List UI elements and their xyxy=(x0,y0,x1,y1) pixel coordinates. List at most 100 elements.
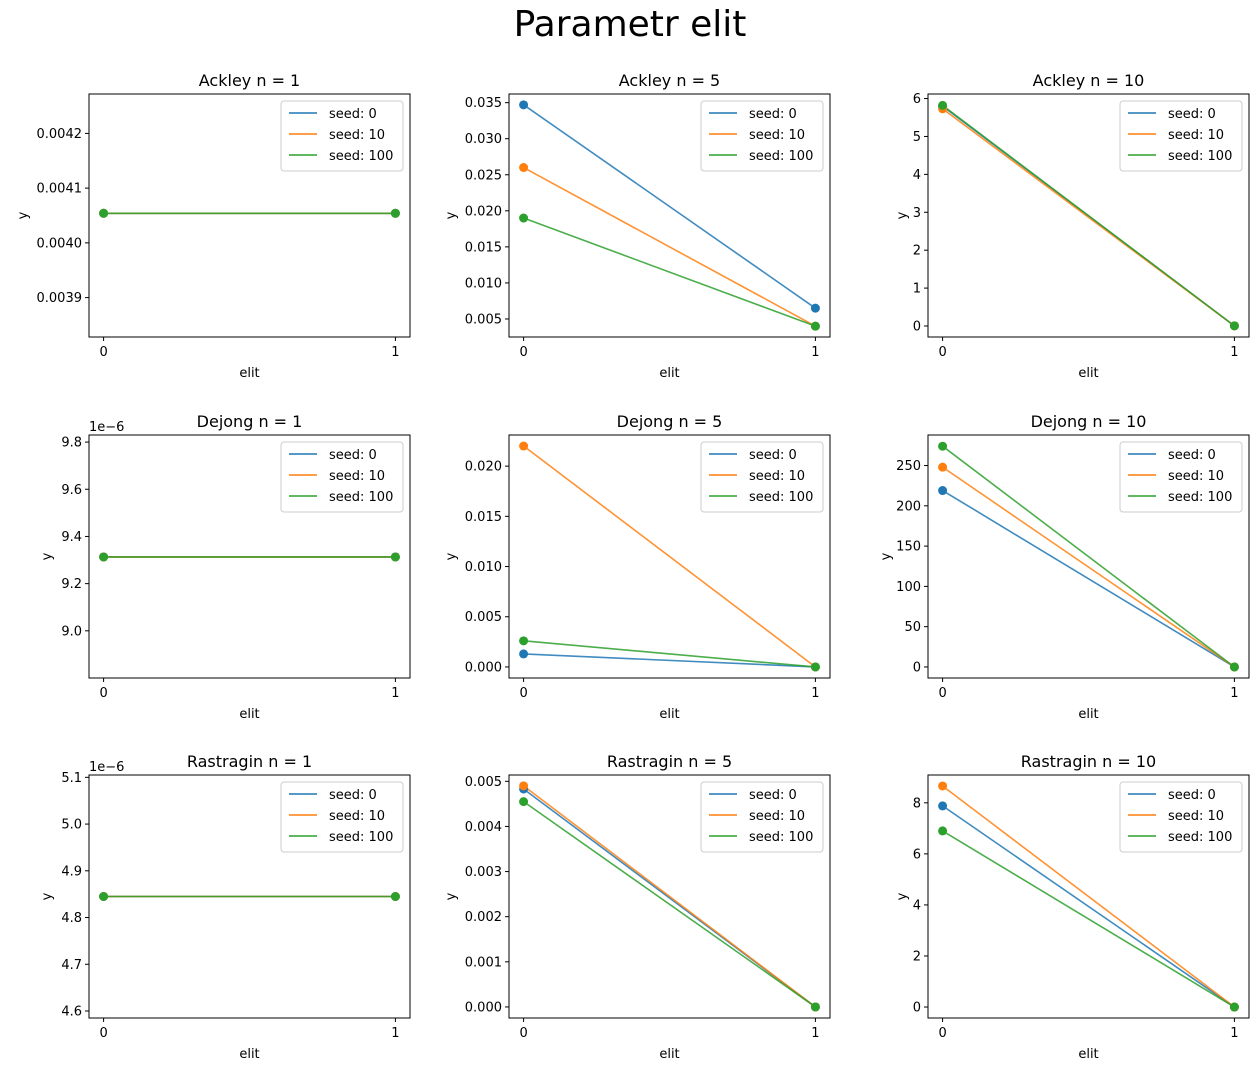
legend: seed: 0 seed: 10 seed: 100 xyxy=(1119,441,1243,513)
data-point xyxy=(810,662,820,672)
x-tick-label: 0 xyxy=(99,686,107,701)
legend-label: seed: 0 xyxy=(329,448,377,463)
legend-label: seed: 0 xyxy=(329,788,377,803)
series-line xyxy=(523,640,816,668)
y-tick-label: 9.6 xyxy=(61,483,82,498)
y-axis-label: y xyxy=(16,211,31,219)
subplot-title: Dejong n = 5 xyxy=(617,412,723,431)
legend-frame xyxy=(1119,781,1243,853)
legend-label: seed: 10 xyxy=(749,128,805,143)
x-tick-label: 1 xyxy=(1230,345,1238,360)
subplot-5: Dejong n = 5 0 1 0.000 0.005 0.010 0.015 0.020 e… xyxy=(444,412,831,722)
y-tick-label: 5.1 xyxy=(61,771,82,786)
y-tick-label: 0.002 xyxy=(465,910,502,925)
legend-label: seed: 100 xyxy=(329,830,393,845)
legend-frame xyxy=(700,100,824,172)
y-tick-label: 0.010 xyxy=(465,560,502,575)
y-tick-label: 5 xyxy=(913,130,921,145)
data-point xyxy=(938,486,948,496)
y-tick-label: 0.020 xyxy=(465,204,502,219)
subplot-4: Dejong n = 1 0 1 9.0 9.2 9.4 9.6 9.8 1e−6 elit y se… xyxy=(40,412,411,722)
data-point xyxy=(99,552,109,562)
axes-frame xyxy=(88,774,411,1019)
series-line xyxy=(523,785,816,1008)
y-tick-label: 2 xyxy=(913,949,921,964)
legend-frame xyxy=(280,100,404,172)
legend-label: seed: 100 xyxy=(329,490,393,505)
y-axis-label: y xyxy=(895,211,910,219)
legend-label: seed: 100 xyxy=(1168,490,1232,505)
subplot-title: Dejong n = 10 xyxy=(1031,412,1147,431)
x-axis-label: elit xyxy=(659,366,679,381)
y-tick-label: 0.004 xyxy=(465,820,502,835)
figure-title: Parametr elit xyxy=(513,4,747,45)
y-tick-label: 0 xyxy=(913,320,921,335)
x-tick-label: 0 xyxy=(519,345,527,360)
subplot-title: Dejong n = 1 xyxy=(197,412,303,431)
axes-frame xyxy=(88,434,411,679)
x-tick-label: 0 xyxy=(938,1026,946,1041)
series-line xyxy=(523,653,816,668)
legend: seed: 0 seed: 10 seed: 100 xyxy=(1119,100,1243,172)
y-tick-label: 0.000 xyxy=(465,660,502,675)
axes-frame xyxy=(88,93,411,338)
x-axis-label: elit xyxy=(239,1047,259,1062)
y-tick-label: 9.2 xyxy=(61,577,82,592)
y-tick-label: 4 xyxy=(913,168,921,183)
series-line xyxy=(523,166,816,327)
data-point xyxy=(390,552,400,562)
data-point xyxy=(519,781,529,791)
subplot-title: Rastragin n = 1 xyxy=(187,752,312,771)
subplot-title: Rastragin n = 10 xyxy=(1021,752,1156,771)
y-offset-label: 1e−6 xyxy=(89,420,124,435)
data-point xyxy=(938,462,948,472)
y-tick-label: 0.005 xyxy=(465,610,502,625)
legend: seed: 0 seed: 10 seed: 100 xyxy=(1119,781,1243,853)
y-tick-label: 9.0 xyxy=(61,624,82,639)
y-tick-label: 0.025 xyxy=(465,168,502,183)
series-line xyxy=(942,104,1235,327)
data-point xyxy=(810,303,820,313)
series-line xyxy=(942,830,1235,1008)
legend-label: seed: 0 xyxy=(749,107,797,122)
x-axis-label: elit xyxy=(1078,707,1098,722)
y-tick-label: 6 xyxy=(913,847,921,862)
x-tick-label: 1 xyxy=(391,345,399,360)
legend-label: seed: 10 xyxy=(1168,469,1224,484)
data-point xyxy=(390,892,400,901)
legend-frame xyxy=(1119,100,1243,172)
y-tick-label: 4.6 xyxy=(61,1004,82,1019)
x-tick-label: 1 xyxy=(811,1026,819,1041)
y-axis-label: y xyxy=(895,892,910,900)
legend-frame xyxy=(280,441,404,513)
y-tick-label: 250 xyxy=(896,459,921,474)
x-axis-label: elit xyxy=(659,1047,679,1062)
x-tick-label: 0 xyxy=(938,345,946,360)
y-axis-label: y xyxy=(879,552,894,560)
y-tick-label: 0.0042 xyxy=(37,127,83,142)
legend-label: seed: 100 xyxy=(749,490,813,505)
series-line xyxy=(523,445,816,668)
y-tick-label: 1 xyxy=(913,282,921,297)
y-tick-label: 0 xyxy=(913,1001,921,1016)
series-line xyxy=(942,805,1235,1008)
legend-frame xyxy=(700,781,824,853)
data-point xyxy=(1229,321,1239,331)
x-tick-label: 1 xyxy=(1230,686,1238,701)
legend-label: seed: 10 xyxy=(1168,809,1224,824)
y-tick-label: 9.4 xyxy=(61,530,82,545)
axes-frame xyxy=(508,774,831,1019)
x-axis-label: elit xyxy=(239,366,259,381)
legend: seed: 0 seed: 10 seed: 100 xyxy=(280,441,404,513)
subplot-8: Rastragin n = 5 0 1 0.000 0.001 0.002 0.003 0.0… xyxy=(444,752,831,1062)
y-tick-label: 9.8 xyxy=(61,436,82,451)
y-tick-label: 0.005 xyxy=(465,312,502,327)
legend: seed: 0 seed: 10 seed: 100 xyxy=(700,100,824,172)
y-axis-label: y xyxy=(444,552,459,560)
legend-label: seed: 0 xyxy=(329,107,377,122)
y-axis-label: y xyxy=(444,892,459,900)
y-tick-label: 0.005 xyxy=(465,775,502,790)
legend-label: seed: 10 xyxy=(329,809,385,824)
